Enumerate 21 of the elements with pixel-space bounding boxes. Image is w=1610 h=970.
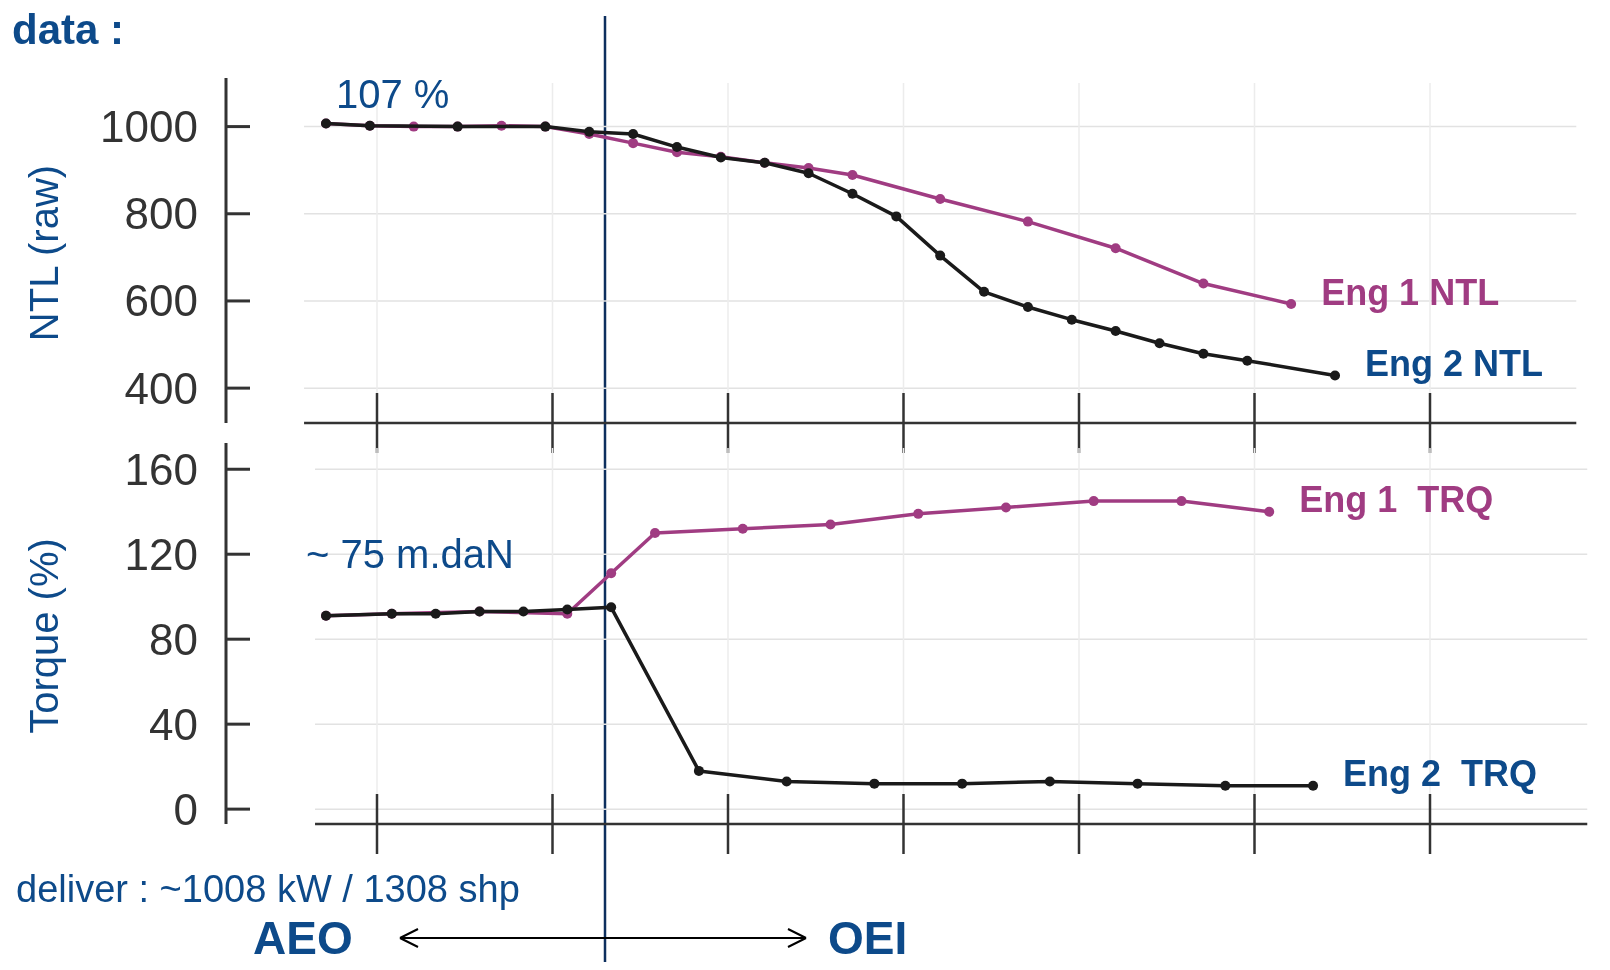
series-label: Eng 2 TRQ <box>1343 753 1538 795</box>
chart-title: data : <box>12 6 125 53</box>
y-tick-label: 400 <box>124 363 198 413</box>
series-label: Eng 1 NTL <box>1321 271 1500 313</box>
series-label: Eng 1 TRQ <box>1299 479 1494 521</box>
text: AEO <box>253 912 353 964</box>
y-tick-label: 600 <box>124 276 198 326</box>
y-tick-label: 0 <box>173 784 198 834</box>
text: OEI <box>828 912 908 964</box>
y-tick-label: 800 <box>124 189 198 239</box>
annotation: ~ 75 m.daN <box>306 532 514 576</box>
text: deliver : ~1008 kW / 1308 shp <box>16 868 520 910</box>
y-axis-title: Torque (%) <box>22 538 66 734</box>
series-label: Eng 2 NTL <box>1365 342 1544 384</box>
y-tick-label: 1000 <box>100 102 198 152</box>
y-axis-title: NTL (raw) <box>22 164 66 342</box>
y-tick-label: 120 <box>124 529 198 579</box>
y-tick-label: 160 <box>124 444 198 494</box>
y-tick-label: 40 <box>149 699 198 749</box>
y-tick-label: 80 <box>149 614 198 664</box>
annotation: 107 % <box>336 72 450 116</box>
